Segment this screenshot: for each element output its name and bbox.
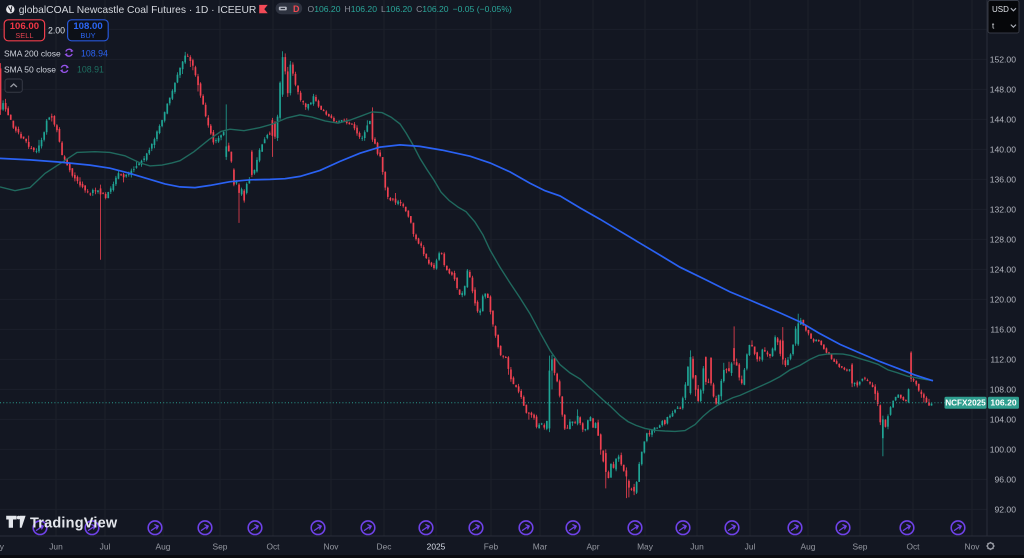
svg-text:124.00: 124.00: [990, 264, 1017, 274]
svg-text:May: May: [0, 542, 5, 552]
svg-text:Mar: Mar: [533, 542, 548, 552]
svg-text:Jun: Jun: [690, 542, 704, 552]
svg-text:NCFX2025: NCFX2025: [945, 399, 986, 408]
svg-text:globalCOAL Newcastle Coal Futu: globalCOAL Newcastle Coal Futures · 1D ·…: [19, 5, 257, 16]
svg-text:USD: USD: [992, 5, 1009, 14]
svg-text:152.00: 152.00: [990, 54, 1017, 64]
svg-text:108.91: 108.91: [77, 65, 104, 75]
svg-text:Oct: Oct: [266, 542, 280, 552]
svg-text:100.00: 100.00: [990, 444, 1017, 454]
svg-text:104.00: 104.00: [990, 414, 1017, 424]
svg-text:Nov: Nov: [965, 542, 981, 552]
svg-text:SELL: SELL: [15, 31, 33, 40]
svg-text:108.94: 108.94: [81, 48, 108, 58]
svg-text:Oct: Oct: [906, 542, 920, 552]
svg-text:92.00: 92.00: [994, 504, 1016, 514]
svg-text:Apr: Apr: [586, 542, 599, 552]
svg-text:2.00: 2.00: [48, 25, 65, 35]
svg-text:SMA 200 close: SMA 200 close: [4, 48, 61, 58]
svg-text:t: t: [992, 22, 995, 31]
svg-text:96.00: 96.00: [994, 474, 1016, 484]
svg-text:106.00: 106.00: [10, 21, 39, 32]
svg-text:108.00: 108.00: [73, 21, 102, 32]
svg-text:144.00: 144.00: [990, 114, 1017, 124]
svg-text:BUY: BUY: [80, 31, 95, 40]
svg-text:Nov: Nov: [324, 542, 340, 552]
svg-text:128.00: 128.00: [990, 234, 1017, 244]
svg-text:Aug: Aug: [801, 542, 816, 552]
svg-text:140.00: 140.00: [990, 144, 1017, 154]
svg-text:132.00: 132.00: [990, 204, 1017, 214]
svg-text:Sep: Sep: [213, 542, 228, 552]
svg-text:112.00: 112.00: [990, 354, 1016, 364]
svg-text:D: D: [293, 4, 300, 14]
svg-text:116.00: 116.00: [990, 324, 1016, 334]
svg-text:148.00: 148.00: [990, 84, 1017, 94]
svg-text:136.00: 136.00: [990, 174, 1017, 184]
svg-text:Sep: Sep: [853, 542, 868, 552]
svg-text:2025: 2025: [427, 542, 446, 552]
svg-text:Dec: Dec: [377, 542, 392, 552]
svg-text:May: May: [637, 542, 654, 552]
svg-text:SMA 50 close: SMA 50 close: [4, 65, 56, 75]
svg-text:Aug: Aug: [156, 542, 171, 552]
svg-text:Feb: Feb: [484, 542, 499, 552]
svg-text:108.00: 108.00: [990, 384, 1017, 394]
svg-text:TradingView: TradingView: [30, 515, 118, 531]
svg-text:Jul: Jul: [745, 542, 756, 552]
svg-text:Jul: Jul: [100, 542, 111, 552]
svg-text:120.00: 120.00: [990, 294, 1017, 304]
svg-text:Jun: Jun: [49, 542, 63, 552]
svg-text:106.20: 106.20: [990, 398, 1017, 408]
